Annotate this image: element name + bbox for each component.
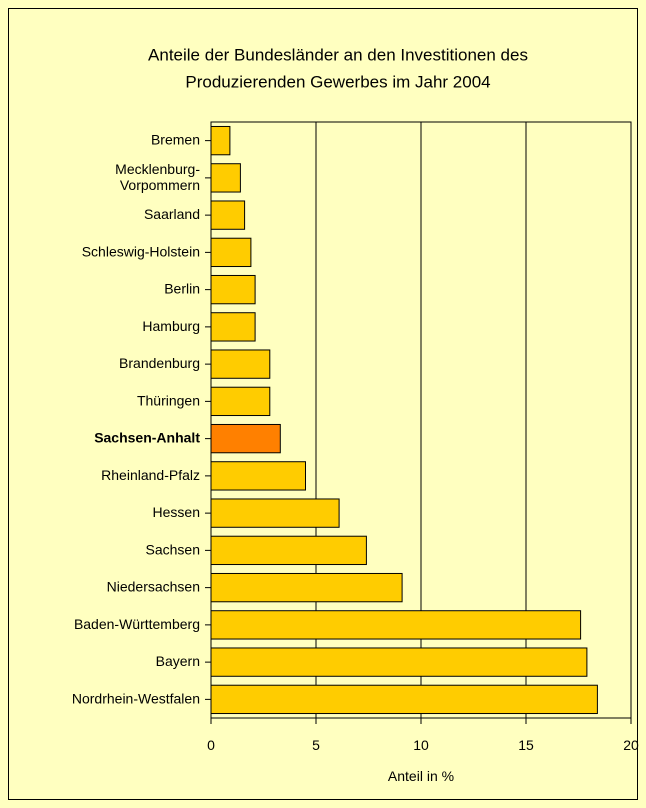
bar: [210, 386, 271, 417]
x-tick-label: 20: [623, 737, 639, 753]
y-tick-label: Thüringen: [137, 392, 200, 408]
bar: [210, 423, 281, 454]
y-tick-label: Berlin: [164, 280, 200, 296]
bar: [210, 610, 582, 640]
y-tick-label: Hessen: [153, 504, 200, 520]
bar: [210, 498, 340, 528]
y-tick-label: Nordrhein-Westfalen: [72, 690, 200, 706]
bar: [210, 684, 598, 715]
y-tick-label: Sachsen: [146, 541, 200, 557]
x-tick-label: 10: [413, 737, 429, 753]
bar: [210, 349, 271, 379]
bar: [210, 200, 246, 230]
y-tick-label: Hamburg: [142, 318, 200, 334]
chart-title: Anteile der Bundesländer an den Investit…: [148, 46, 528, 92]
y-tick-label: Niedersachsen: [107, 578, 200, 594]
x-tick-label: 0: [207, 737, 215, 753]
bar: [210, 274, 256, 305]
bar: [210, 125, 231, 156]
y-tick-label: Rheinland-Pfalz: [101, 467, 200, 483]
y-tick-label: Bremen: [151, 131, 200, 147]
y-tick-label: Bayern: [156, 653, 200, 669]
y-tick-label: Schleswig-Holstein: [82, 243, 200, 259]
bar: [210, 237, 252, 268]
y-tick-label: Brandenburg: [119, 355, 200, 371]
plot-border: [210, 121, 632, 719]
bar: [210, 461, 306, 491]
x-tick-label: 15: [518, 737, 534, 753]
y-tick-label: Baden-Württemberg: [74, 616, 200, 632]
y-tick-label: Mecklenburg-Vorpommern: [115, 161, 200, 193]
y-tick-label: Sachsen-Anhalt: [94, 429, 200, 445]
bar: [210, 572, 403, 603]
x-tick-label: 5: [312, 737, 320, 753]
x-axis-label: Anteil in %: [388, 768, 454, 784]
bar: [210, 535, 367, 566]
bar: [210, 163, 241, 193]
bar: [210, 312, 256, 342]
frame: [8, 8, 638, 800]
y-tick-label: Saarland: [144, 206, 200, 222]
bar: [210, 647, 588, 677]
